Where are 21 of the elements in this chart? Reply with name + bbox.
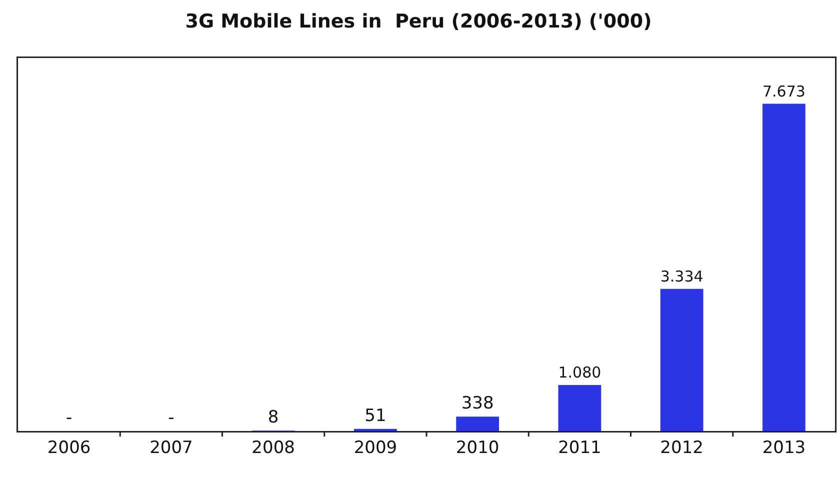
data-label: 3.334 (660, 267, 704, 286)
x-tick-label: 2010 (456, 438, 500, 458)
x-tick-label: 2012 (660, 438, 704, 458)
bar (456, 416, 500, 431)
data-label: 51 (364, 406, 386, 426)
x-tick-label: 2006 (47, 438, 91, 458)
bar (762, 104, 806, 431)
chart-title: 3G Mobile Lines in Peru (2006-2013) ('000) (185, 10, 652, 33)
data-label: 8 (268, 408, 279, 428)
x-tick-label: 2009 (354, 438, 398, 458)
x-tick-label: 2008 (252, 438, 295, 458)
data-label: - (66, 408, 72, 428)
x-tick-label: 2011 (558, 438, 602, 458)
bar (660, 288, 704, 431)
data-label: 7.673 (762, 82, 806, 100)
data-label: 338 (461, 394, 494, 414)
x-tick-label: 2007 (150, 438, 193, 458)
bar (558, 384, 602, 431)
data-label: - (168, 408, 174, 428)
x-tick-label: 2013 (762, 438, 806, 458)
data-label: 1.080 (558, 364, 602, 382)
